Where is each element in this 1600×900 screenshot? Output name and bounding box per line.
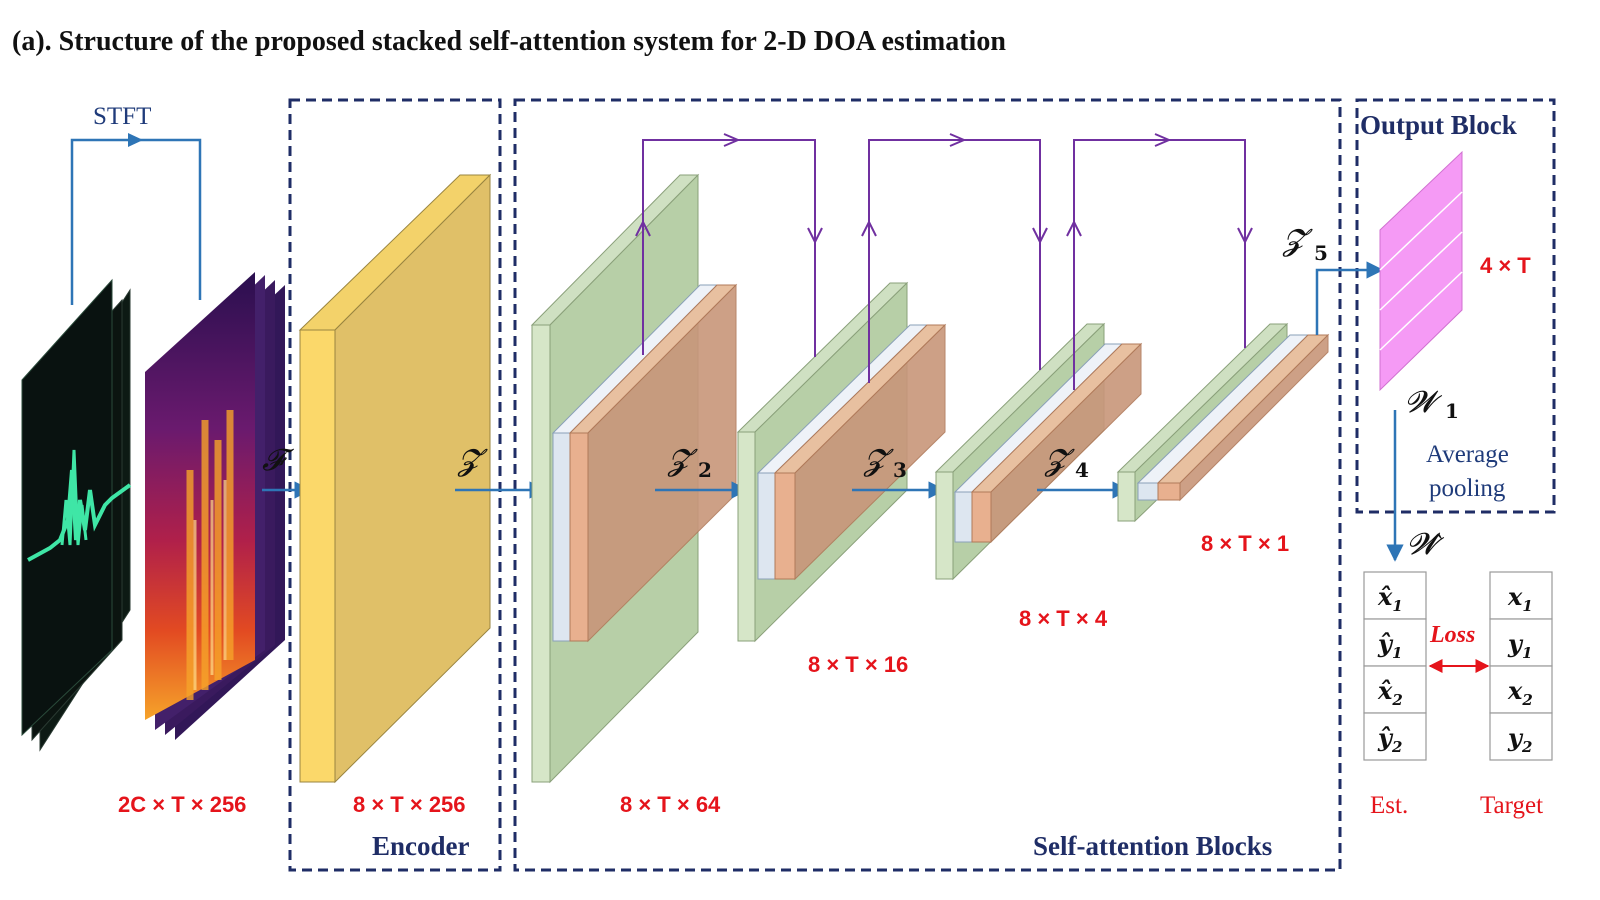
est-label: Est. [1370,792,1408,819]
output-dim-label: 4 × T [1480,253,1531,278]
loss-label: Loss [1429,622,1475,648]
stft-label: STFT [93,103,151,130]
est-cell-3: x̂2 [1377,676,1403,709]
est-table [1363,571,1427,761]
W1-symbol: 𝓦 [1405,385,1443,420]
skip-connection-1 [635,133,823,357]
est-cell-1: x̂1 [1377,582,1403,615]
block2-dim-label: 8 × T × 16 [808,652,908,677]
target-cell-1: x1 [1507,582,1533,615]
stft-arrow [70,133,202,305]
W-hat-symbol: 𝓦̂ [1407,527,1445,562]
Z5-subscript: 5 [1314,241,1328,265]
W1-subscript: 1 [1445,399,1459,423]
attention-block-1 [530,173,738,784]
Z4-subscript: 4 [1075,458,1089,482]
skip-connection-2 [861,133,1048,383]
average-pooling-label-line2: pooling [1429,475,1506,502]
block1-dim-label: 8 × T × 64 [620,792,721,817]
spectrogram-stack [145,272,285,740]
est-cell-2: ŷ1 [1377,629,1402,662]
target-cell-2: y1 [1507,629,1532,662]
Z2-subscript: 2 [698,458,712,482]
Z5-symbol: 𝓩 [1282,223,1313,258]
encoder-block-border [288,98,502,872]
block3-dim-label: 8 × T × 4 [1019,606,1108,631]
block4-dim-label: 8 × T × 1 [1201,531,1289,556]
target-table [1489,571,1553,761]
input-dim-label: 2C × T × 256 [118,792,246,817]
attention-block-2 [736,281,947,643]
arrow-block4-to-output [1315,261,1384,335]
skip-connection-3 [1066,133,1253,390]
self-attention-blocks-label: Self-attention Blocks [1033,831,1272,861]
encoder-cuboid [298,173,492,784]
target-label: Target [1480,792,1543,819]
average-pooling-label-line1: Average [1426,441,1509,468]
est-cell-4: ŷ2 [1377,723,1402,756]
figure-title: (a). Structure of the proposed stacked s… [12,26,1006,57]
output-tensor [1379,150,1463,392]
attention-block-4 [1116,322,1330,523]
encoder-label: Encoder [372,831,470,861]
encoder-dim-label: 8 × T × 256 [353,792,466,817]
self-attention-blocks-border [513,98,1342,872]
output-block-label: Output Block [1360,110,1517,140]
attention-block-3 [934,322,1143,581]
target-cell-3: x2 [1507,676,1533,709]
Z3-subscript: 3 [893,458,907,482]
waveform-stack [21,278,132,752]
output-block-border [1355,98,1556,514]
target-cell-4: y2 [1507,723,1532,756]
